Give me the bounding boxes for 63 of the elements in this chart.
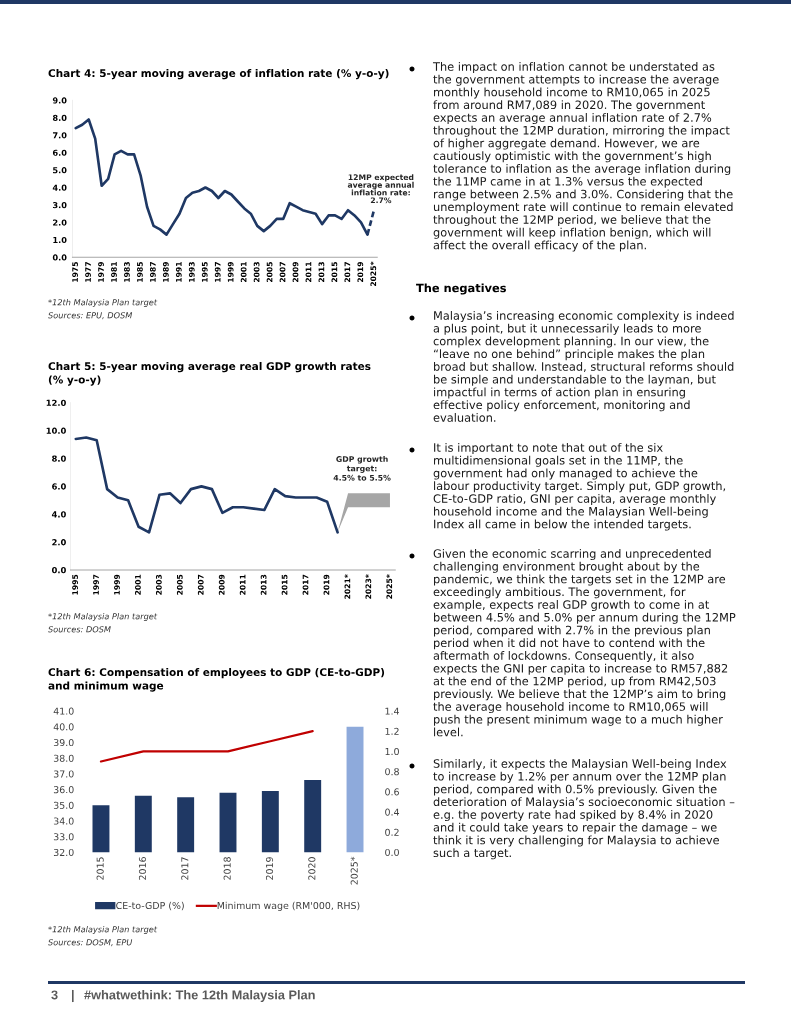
- source-note: Sources: DOSM: [48, 626, 111, 633]
- y-tick-label: 8.0: [52, 455, 66, 462]
- text: The impact on inflation cannot be understated as the government attempts to increase the average monthly household income to RM10,065 in 2025 from around RM7,089 in 2020. The government expects an average annual inflation rate of 2.7% throughout the 12MP duration, mirroring the impact of higher aggregate demand. However, we are cautiously optimistic with the government’s high tolerance to inflation as the average inflation during the 11MP came in at 1.3% versus the expected range between 2.5% and 3.0%. Considering that the unemployment rate will continue to remain elevated throughout the 12MP period, we believe that the government will keep inflation benign, which will affect the overall efficacy of the plan.: [432, 62, 733, 252]
- text: *12th Malaysia Plan target: [48, 613, 158, 621]
- text: *12th Malaysia Plan target: [48, 926, 158, 934]
- y2-tick-label: 0.6: [385, 788, 399, 796]
- y-tick-label: 6.0: [52, 149, 67, 156]
- text: *12th Malaysia Plan target: [48, 299, 158, 307]
- y2-tick-label: 0.8: [385, 768, 399, 776]
- y-tick-label: 0.0: [52, 254, 67, 261]
- y-tick-label: 38.0: [53, 754, 74, 762]
- y-tick-label: 41.0: [53, 707, 74, 715]
- y2-tick-label: 1.0: [385, 747, 399, 756]
- y-tick-label: 33.0: [53, 833, 74, 841]
- source-note: Sources: DOSM, EPU: [48, 939, 133, 947]
- y-tick-label: 8.0: [52, 114, 67, 121]
- y-tick-label: 1.0: [53, 236, 67, 244]
- y-tick-label: 35.0: [53, 801, 74, 809]
- y-tick-label: 7.0: [52, 132, 67, 139]
- text: Given the economic scarring and unprecedented challenging environment brought about by the pandemic, we think the targets set in the 12MP are exceedingly ambitious. The government, for example, expects real GDP growth to come in at between 4.5% and 5.0% per annum during the 12MP period, compared with 2.7% in the previous plan period when it did not have to contend with the aftermath of lockdowns. Consequently, it also expects the GNI per capita to increase to RM57,882 at the end of the 12MP period, up from RM42,503 previously. We believe that the 12MP’s aim to bring the average household income to RM10,065 will push the present minimum wage to a much higher level.: [433, 549, 736, 737]
- y-tick-label: 4.0: [51, 511, 66, 518]
- y-tick-label: 2.0: [53, 219, 67, 226]
- y-tick-label: 36.0: [53, 786, 74, 794]
- y-tick-label: 39.0: [53, 738, 74, 747]
- text: 3: [51, 990, 58, 1000]
- y2-tick-label: 0.4: [385, 808, 400, 816]
- x-tick-label: 2017: [181, 857, 189, 880]
- text: Malaysia’s increasing economic complexity is indeed a plus point, but it unnecessarily leads to more complex development planning. In our view, the “leave no one behind” principle makes the plan broad but shallow. Instead, structural reforms should be simple and understandable to the layman, but impactful in terms of action plan in ensuring effective policy enforcement, monitoring and evaluation.: [433, 311, 734, 422]
- x-tick-label: 2019: [265, 857, 274, 880]
- y2-tick-label: 0.2: [385, 828, 399, 836]
- source-note: Sources: EPU, DOSM: [48, 312, 133, 320]
- y-tick-label: 34.0: [53, 817, 74, 825]
- chart-title: Chart 5: 5-year moving average real GDP growth rates (% y-o-y): [48, 362, 371, 386]
- y-tick-label: 10.0: [46, 427, 66, 434]
- chart-title: Chart 6: Compensation of employees to GDP (CE-to-GDP) and minimum wage: [48, 668, 385, 692]
- chart-title: Chart 4: 5-year moving average of inflation rate (% y-o-y): [48, 69, 389, 80]
- y-tick-label: 0.0: [51, 566, 66, 574]
- y-tick-label: 9.0: [52, 97, 67, 104]
- y2-tick-label: 1.4: [385, 707, 400, 715]
- x-tick-label: 2025*: [350, 856, 358, 885]
- legend-label: CE-to-GDP (%): [116, 901, 184, 911]
- line-series: [99, 730, 314, 763]
- text: |: [71, 989, 74, 1003]
- y-tick-label: 12.0: [46, 399, 66, 406]
- x-tick-label: 2018: [223, 857, 231, 880]
- text: It is important to note that out of the six multidimensional goals set in the 11MP, the government had only managed to achieve the labour productivity target. Simply put, GDP growth, CE-to-GDP ratio, GNI per capita, average monthly household income and the Malaysian Well-being Index all came in below the intended targets.: [433, 443, 726, 531]
- text: The negatives: [416, 283, 506, 295]
- y-tick-label: 2.0: [52, 539, 66, 546]
- text: #whatwethink: The 12th Malaysia Plan: [84, 990, 315, 1002]
- text: Similarly, it expects the Malaysian Well-being Index to increase by 1.2% per annum over the 12MP plan period, compared with 0.5% previously. Given the deterioration of Malaysia’s socioeconomic situation – e.g. the poverty rate had spiked by 8.4% in 2020 and it could take years to repair the damage – we think it is very challenging for Malaysia to achieve such a target.: [433, 759, 735, 860]
- y-tick-label: 6.0: [52, 483, 66, 490]
- y-tick-label: 37.0: [53, 770, 74, 778]
- y-tick-label: 40.0: [53, 723, 74, 731]
- y-tick-label: 3.0: [52, 202, 67, 209]
- x-tick-label: 2016: [138, 857, 147, 880]
- x-tick-label: 2015: [96, 857, 104, 880]
- y2-tick-label: 0.0: [385, 848, 399, 857]
- y-tick-label: 32.0: [53, 848, 74, 857]
- x-tick-label: 2020: [308, 857, 316, 880]
- y-tick-label: 5.0: [53, 167, 67, 174]
- legend-label: Minimum wage (RM'000, RHS): [217, 901, 360, 911]
- y2-tick-label: 1.2: [385, 727, 399, 735]
- y-tick-label: 4.0: [52, 184, 67, 191]
